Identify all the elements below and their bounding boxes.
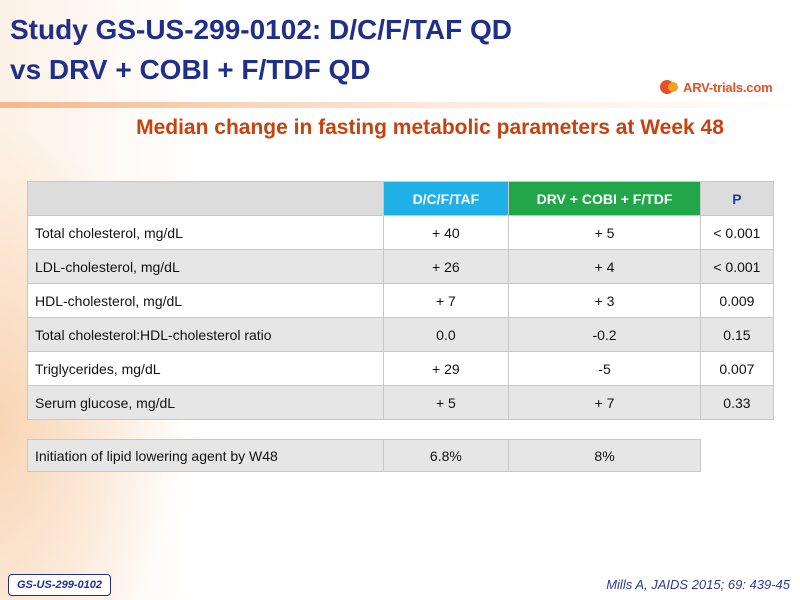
row-arm-a: + 26 — [382, 249, 510, 284]
table-row: Serum glucose, mg/dL + 5 + 7 0.33 — [27, 385, 775, 420]
lipid-arm-b: 8% — [508, 439, 701, 472]
row-label: Total cholesterol:HDL-cholesterol ratio — [27, 317, 384, 352]
header-p-value: P — [699, 181, 775, 216]
row-arm-b: -0.2 — [508, 317, 701, 352]
table-header-row: D/C/F/TAF DRV + COBI + F/TDF P — [27, 181, 775, 216]
row-label: Total cholesterol, mg/dL — [27, 215, 384, 250]
table-row: Initiation of lipid lowering agent by W4… — [27, 439, 701, 472]
table-row: HDL-cholesterol, mg/dL + 7 + 3 0.009 — [27, 283, 775, 318]
title-line-1: Study GS-US-299-0102: D/C/F/TAF QD — [10, 14, 513, 45]
lipid-arm-a: 6.8% — [382, 439, 510, 472]
table-row: Triglycerides, mg/dL + 29 -5 0.007 — [27, 351, 775, 386]
study-tag: GS-US-299-0102 — [8, 574, 111, 596]
row-arm-a: + 7 — [382, 283, 510, 318]
table-row: LDL-cholesterol, mg/dL + 26 + 4 < 0.001 — [27, 249, 775, 284]
header-arm-b: DRV + COBI + F/TDF — [508, 181, 701, 216]
row-label: HDL-cholesterol, mg/dL — [27, 283, 384, 318]
citation: Mills A, JAIDS 2015; 69: 439-45 — [606, 577, 790, 592]
row-arm-a: + 5 — [382, 385, 510, 420]
logo-icon — [660, 78, 680, 96]
row-label: Serum glucose, mg/dL — [27, 385, 384, 420]
row-label: LDL-cholesterol, mg/dL — [27, 249, 384, 284]
slide-title: Study GS-US-299-0102: D/C/F/TAF QD vs DR… — [10, 10, 610, 90]
lipid-lowering-table: Initiation of lipid lowering agent by W4… — [27, 439, 701, 472]
row-p-value: < 0.001 — [699, 215, 775, 250]
row-p-value: < 0.001 — [699, 249, 775, 284]
row-p-value: 0.009 — [699, 283, 775, 318]
row-arm-b: + 4 — [508, 249, 701, 284]
lipid-label: Initiation of lipid lowering agent by W4… — [27, 439, 384, 472]
title-divider — [0, 102, 800, 108]
metabolic-parameters-table: D/C/F/TAF DRV + COBI + F/TDF P Total cho… — [27, 181, 775, 420]
header-label — [27, 181, 384, 216]
slide-subtitle: Median change in fasting metabolic param… — [136, 116, 724, 139]
header-arm-a: D/C/F/TAF — [382, 181, 510, 216]
row-arm-a: + 29 — [382, 351, 510, 386]
row-arm-b: + 7 — [508, 385, 701, 420]
row-p-value: 0.15 — [699, 317, 775, 352]
title-line-2: vs DRV + COBI + F/TDF QD — [10, 54, 371, 85]
row-arm-b: -5 — [508, 351, 701, 386]
table-row: Total cholesterol, mg/dL + 40 + 5 < 0.00… — [27, 215, 775, 250]
row-arm-b: + 3 — [508, 283, 701, 318]
logo-text: ARV-trials.com — [683, 79, 773, 95]
table-row: Total cholesterol:HDL-cholesterol ratio … — [27, 317, 775, 352]
row-arm-a: 0.0 — [382, 317, 510, 352]
row-arm-a: + 40 — [382, 215, 510, 250]
row-label: Triglycerides, mg/dL — [27, 351, 384, 386]
row-arm-b: + 5 — [508, 215, 701, 250]
arv-trials-logo: ARV-trials.com — [660, 76, 773, 98]
row-p-value: 0.33 — [699, 385, 775, 420]
row-p-value: 0.007 — [699, 351, 775, 386]
